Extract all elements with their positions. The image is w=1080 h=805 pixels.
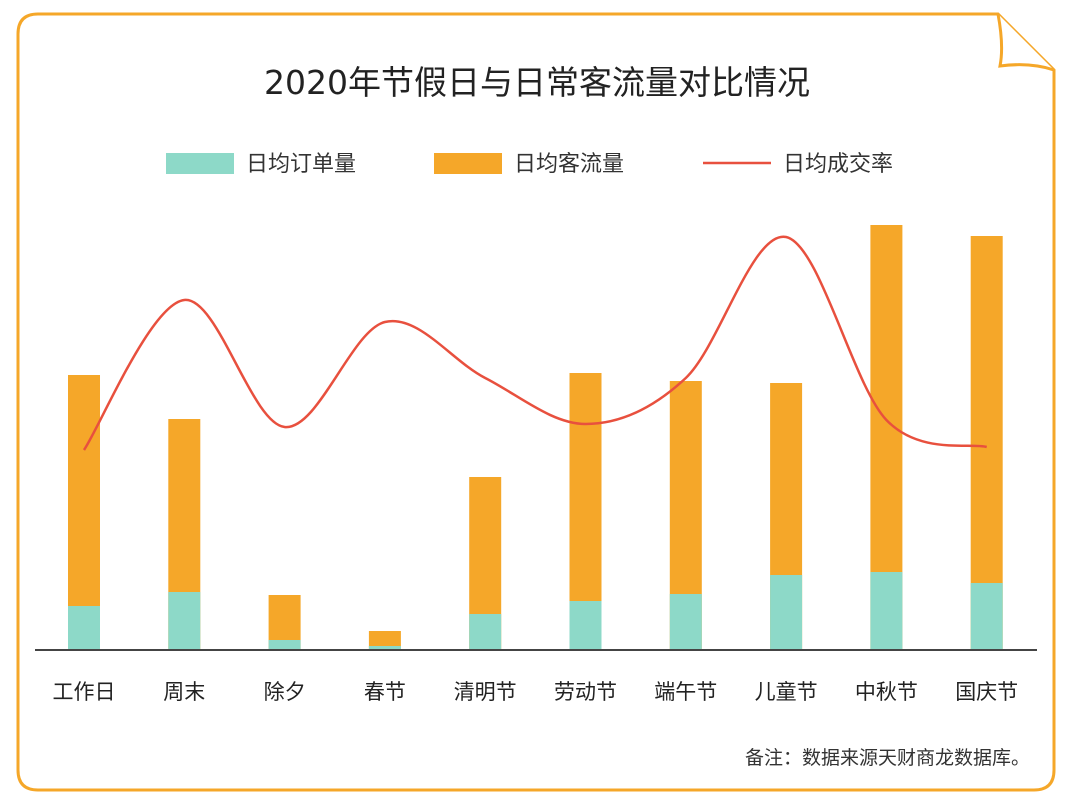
bar-traffic-9 bbox=[970, 236, 1003, 650]
bar-orders-2 bbox=[268, 640, 301, 650]
bar-orders-0 bbox=[68, 606, 100, 650]
x-tick-labels: 工作日 周末 除夕 春节 清明节 劳动节 端午节 儿童节 中秋节 国庆节 bbox=[53, 680, 1019, 704]
chart-title: 2020年节假日与日常客流量对比情况 bbox=[264, 63, 810, 102]
bar-orders-9 bbox=[970, 583, 1003, 650]
x-tick-5: 劳动节 bbox=[554, 680, 617, 704]
source-note: 备注：数据来源天财商龙数据库。 bbox=[745, 747, 1030, 769]
legend-label-1: 日均客流量 bbox=[514, 152, 624, 177]
x-tick-6: 端午节 bbox=[654, 680, 717, 704]
legend-label-0: 日均订单量 bbox=[246, 152, 356, 177]
bar-orders-1 bbox=[168, 592, 201, 650]
x-tick-0: 工作日 bbox=[53, 680, 116, 704]
bar-orders-7 bbox=[770, 575, 803, 650]
bar-traffic-0 bbox=[68, 375, 100, 650]
legend-swatch-1 bbox=[434, 153, 502, 174]
x-tick-1: 周末 bbox=[163, 680, 205, 704]
x-tick-4: 清明节 bbox=[454, 680, 517, 704]
x-tick-9: 国庆节 bbox=[955, 680, 1018, 704]
bar-orders-3 bbox=[368, 646, 401, 650]
x-tick-3: 春节 bbox=[364, 680, 406, 704]
legend-label-2: 日均成交率 bbox=[783, 152, 893, 177]
legend-swatch-0 bbox=[166, 153, 234, 174]
folded-corner bbox=[996, 13, 1055, 72]
bars bbox=[68, 225, 1003, 650]
bar-orders-6 bbox=[669, 594, 702, 650]
x-tick-7: 儿童节 bbox=[755, 680, 818, 704]
x-tick-2: 除夕 bbox=[264, 680, 306, 704]
bar-orders-4 bbox=[469, 614, 502, 650]
x-tick-8: 中秋节 bbox=[855, 680, 918, 704]
bar-traffic-3 bbox=[368, 631, 401, 650]
legend: 日均订单量 日均客流量 日均成交率 bbox=[166, 152, 893, 177]
series-line-rate bbox=[82, 235, 988, 451]
bar-orders-8 bbox=[870, 572, 903, 650]
bar-orders-5 bbox=[569, 601, 602, 650]
